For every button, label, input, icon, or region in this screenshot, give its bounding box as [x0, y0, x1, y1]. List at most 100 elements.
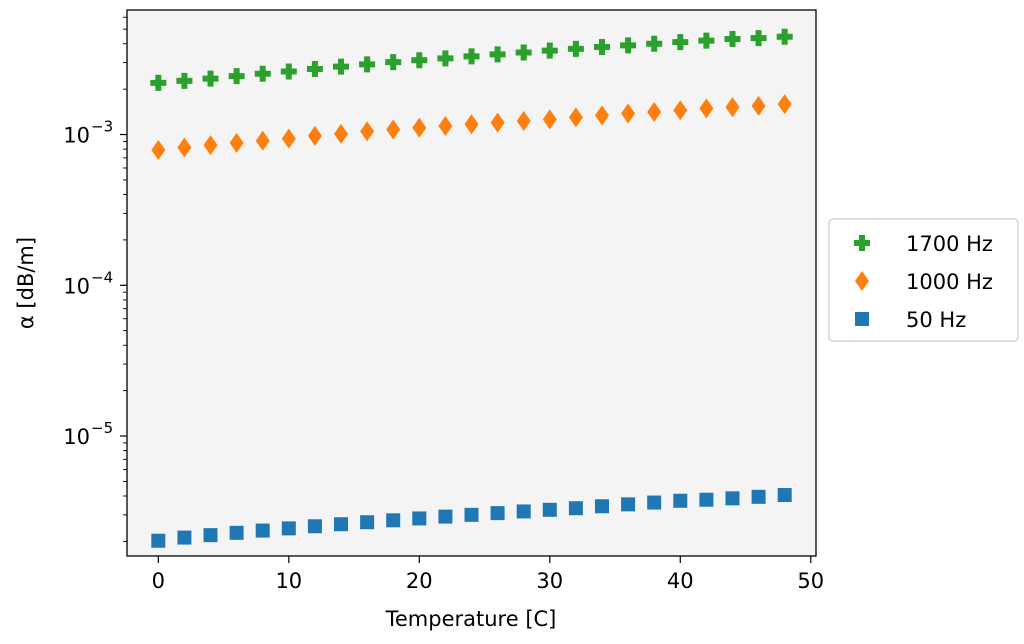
y-tick-exponent: −4 — [91, 268, 113, 286]
data-point-1000-hz — [594, 105, 609, 126]
data-point-1000-hz — [542, 109, 557, 130]
data-point-1700-hz — [750, 30, 767, 47]
data-point-50-hz — [255, 523, 270, 538]
data-point-1700-hz — [150, 74, 167, 91]
data-point-50-hz — [281, 521, 296, 536]
data-point-50-hz — [516, 504, 531, 519]
data-point-1000-hz — [621, 103, 636, 124]
data-point-1700-hz — [385, 54, 402, 71]
data-point-1700-hz — [724, 31, 741, 48]
y-tick-exponent: −5 — [91, 419, 113, 437]
data-point-1000-hz — [307, 125, 322, 146]
legend-marker-1000-hz — [855, 271, 869, 291]
legend-item-50-hz: 50 Hz — [855, 308, 966, 332]
data-point-50-hz — [542, 502, 557, 517]
data-point-1700-hz — [202, 70, 219, 87]
data-point-50-hz — [360, 515, 375, 530]
data-point-1700-hz — [567, 40, 584, 57]
y-tick-label: 10 — [63, 124, 90, 148]
data-point-1700-hz — [176, 72, 193, 89]
data-point-1700-hz — [646, 35, 663, 52]
data-markers — [150, 28, 793, 548]
data-point-1000-hz — [777, 94, 792, 115]
data-point-1700-hz — [776, 28, 793, 45]
legend-label: 1700 Hz — [906, 232, 993, 256]
x-tick-label: 50 — [797, 569, 824, 593]
data-point-1000-hz — [386, 119, 401, 140]
data-point-1000-hz — [412, 117, 427, 138]
legend-label: 1000 Hz — [906, 270, 993, 294]
data-point-50-hz — [490, 506, 505, 521]
data-point-50-hz — [151, 533, 166, 548]
data-point-1700-hz — [620, 37, 637, 54]
data-point-1000-hz — [177, 137, 192, 158]
data-point-1000-hz — [516, 110, 531, 131]
data-point-1000-hz — [203, 135, 218, 156]
data-point-1000-hz — [490, 112, 505, 133]
data-point-1700-hz — [672, 34, 689, 51]
data-point-1700-hz — [437, 50, 454, 67]
data-point-1700-hz — [593, 38, 610, 55]
series-50-hz — [151, 488, 792, 548]
data-point-50-hz — [751, 489, 766, 504]
data-point-1700-hz — [541, 42, 558, 59]
x-tick-label: 20 — [406, 569, 433, 593]
plot-frame — [126, 9, 817, 557]
data-point-50-hz — [177, 530, 192, 545]
data-point-1700-hz — [515, 44, 532, 61]
data-point-1700-hz — [698, 32, 715, 49]
y-axis-ticks: 10−310−410−5 — [63, 118, 127, 449]
x-tick-label: 40 — [667, 569, 694, 593]
data-point-50-hz — [229, 525, 244, 540]
y-axis-label: α [dB/m] — [14, 237, 38, 329]
data-point-1700-hz — [359, 56, 376, 73]
data-point-1000-hz — [699, 98, 714, 119]
legend-item-1700-hz: 1700 Hz — [854, 232, 993, 256]
plot-area — [127, 10, 816, 556]
data-point-50-hz — [334, 517, 349, 532]
data-point-50-hz — [464, 507, 479, 522]
data-point-1000-hz — [647, 102, 662, 123]
data-point-1000-hz — [151, 139, 166, 160]
data-point-1000-hz — [464, 114, 479, 135]
data-point-1000-hz — [360, 121, 375, 142]
data-point-1000-hz — [725, 97, 740, 118]
data-point-50-hz — [621, 497, 636, 512]
data-point-50-hz — [647, 495, 662, 510]
data-point-50-hz — [699, 492, 714, 507]
minor-ticks — [123, 16, 127, 542]
x-axis-ticks: 0 10 20 30 40 50 — [152, 556, 824, 593]
data-point-1000-hz — [438, 115, 453, 136]
legend-item-1000-hz: 1000 Hz — [855, 270, 993, 294]
data-point-50-hz — [568, 501, 583, 516]
data-point-1000-hz — [229, 132, 244, 153]
data-point-1700-hz — [254, 65, 271, 82]
y-tick-label: 10 — [63, 425, 90, 449]
x-axis-label: Temperature [C] — [385, 607, 557, 631]
data-point-1700-hz — [411, 52, 428, 69]
data-point-50-hz — [438, 509, 453, 524]
data-point-50-hz — [412, 511, 427, 526]
data-point-50-hz — [307, 519, 322, 534]
data-point-50-hz — [673, 493, 688, 508]
y-tick-label: 10 — [63, 274, 90, 298]
series-1000-hz — [151, 94, 792, 160]
data-point-1700-hz — [228, 68, 245, 85]
data-point-50-hz — [386, 513, 401, 528]
data-point-50-hz — [203, 528, 218, 543]
data-point-1000-hz — [568, 107, 583, 128]
x-tick-label: 0 — [152, 569, 165, 593]
legend-label: 50 Hz — [906, 308, 966, 332]
data-point-1700-hz — [333, 58, 350, 75]
data-point-50-hz — [777, 488, 792, 503]
legend-box — [828, 218, 1019, 342]
series-1700-hz — [150, 28, 793, 91]
data-point-1000-hz — [281, 128, 296, 149]
data-point-1000-hz — [255, 130, 270, 151]
data-point-1000-hz — [334, 123, 349, 144]
data-point-50-hz — [594, 499, 609, 514]
data-point-1700-hz — [489, 46, 506, 63]
x-tick-label: 30 — [536, 569, 563, 593]
